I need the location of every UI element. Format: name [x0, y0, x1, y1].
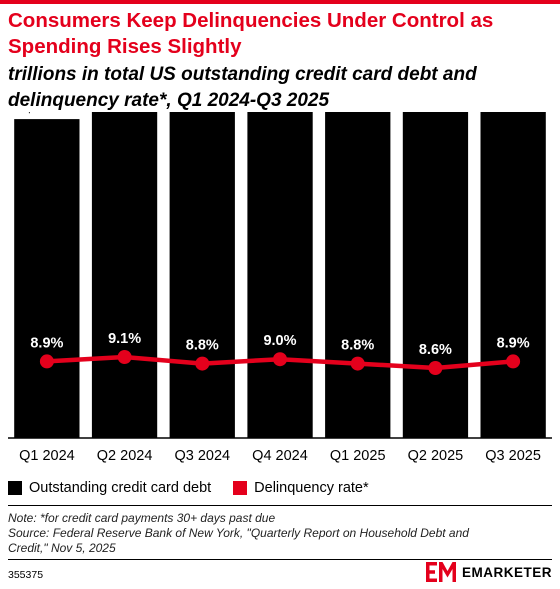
brand-mark: EMARKETER: [425, 562, 552, 582]
legend-item-delinquency: Delinquency rate*: [233, 480, 369, 496]
delinquency-point: [39, 354, 54, 369]
legend-item-debt: Outstanding credit card debt: [8, 480, 211, 496]
brand-name: EMARKETER: [461, 564, 552, 580]
x-tick-label: Q2 2025: [408, 448, 464, 464]
source-text-line1: Source: Federal Reserve Bank of New York…: [8, 526, 469, 540]
chart-subtitle: trillions in total US outstanding credit…: [8, 64, 477, 111]
chart-legend: Outstanding credit card debt Delinquency…: [8, 478, 391, 498]
x-tick-label: Q3 2025: [485, 448, 541, 464]
delinquency-value-label: 8.9%: [30, 335, 63, 351]
footnotes: Note: *for credit card payments 30+ days…: [8, 511, 556, 556]
delinquency-point: [117, 350, 132, 364]
note-text: Note: *for credit card payments 30+ days…: [8, 511, 276, 525]
footer-divider: [8, 559, 552, 560]
delinquency-point: [350, 356, 365, 371]
delinquency-value-label: 8.8%: [186, 338, 219, 354]
legend-swatch-delinquency: [233, 481, 248, 495]
x-tick-label: Q3 2024: [174, 448, 230, 464]
source-text-line2: Credit," Nov 5, 2025: [8, 541, 116, 555]
bar: [91, 112, 158, 439]
x-tick-label: Q1 2024: [19, 448, 75, 464]
bar-value-label: $1.115: [25, 112, 68, 116]
combo-chart: $1.115$1.142$1.166$1.211$1.182$1.209$1.2…: [8, 112, 552, 464]
delinquency-point: [195, 356, 210, 371]
delinquency-value-label: 8.9%: [497, 335, 530, 351]
delinquency-value-label: 8.8%: [341, 338, 374, 354]
top-accent-bar: [0, 0, 560, 4]
delinquency-value-label: 8.6%: [419, 342, 452, 358]
x-tick-label: Q1 2025: [330, 448, 386, 464]
x-tick-label: Q2 2024: [97, 448, 153, 464]
x-tick-label: Q4 2024: [252, 448, 308, 464]
delinquency-point: [506, 354, 521, 369]
delinquency-point: [428, 361, 443, 375]
legend-swatch-debt: [8, 481, 22, 495]
bar: [14, 119, 80, 438]
bar: [402, 112, 469, 438]
bar: [480, 112, 546, 439]
delinquency-value-label: 9.0%: [263, 333, 296, 349]
legend-label-delinquency: Delinquency rate*: [254, 480, 369, 496]
delinquency-value-label: 9.1%: [108, 331, 141, 347]
chart-title: Consumers Keep Delinquencies Under Contr…: [8, 9, 494, 58]
delinquency-point: [273, 352, 287, 367]
legend-label-debt: Outstanding credit card debt: [29, 480, 212, 496]
bar: [169, 112, 235, 438]
bar: [325, 112, 391, 439]
bar: [247, 112, 313, 438]
chart-id: 355375: [8, 569, 44, 581]
emarketer-logo-icon: [425, 562, 456, 582]
notes-divider: [8, 505, 552, 506]
